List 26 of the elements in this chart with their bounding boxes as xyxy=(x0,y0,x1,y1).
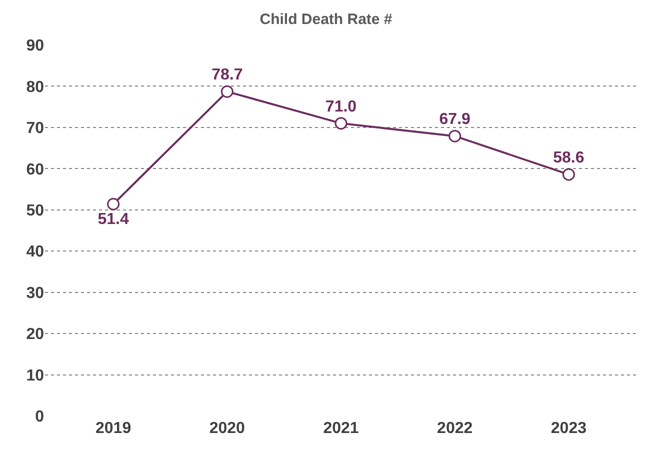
x-tick-label: 2022 xyxy=(437,420,473,437)
y-tick-label: 30 xyxy=(26,284,44,302)
point xyxy=(562,168,575,181)
y-tick-label: 20 xyxy=(26,326,44,344)
point xyxy=(220,85,234,98)
point xyxy=(107,198,120,210)
chart-title: Child Death Rate # xyxy=(260,11,393,28)
x-tick-label: 2020 xyxy=(209,420,246,437)
y-tick-label: 60 xyxy=(26,161,44,178)
point xyxy=(448,130,462,142)
point xyxy=(334,117,348,130)
data-label: 58.6 xyxy=(553,150,584,167)
x-tick-label: 2023 xyxy=(550,420,587,437)
y-tick-label: 70 xyxy=(26,120,44,138)
x-tick-label: 2019 xyxy=(96,420,132,437)
y-tick-label: 40 xyxy=(26,244,44,261)
y-tick-label: 80 xyxy=(26,78,44,96)
data-label: 78.7 xyxy=(212,66,243,84)
x-tick-label: 2021 xyxy=(323,420,359,437)
y-tick-label: 0 xyxy=(35,408,44,426)
data-label: 71.0 xyxy=(325,98,357,116)
data-label: 67.9 xyxy=(439,111,471,128)
y-tick-label: 10 xyxy=(26,367,44,384)
y-tick-label: 90 xyxy=(26,38,44,55)
y-tick-label: 50 xyxy=(26,202,44,220)
data-label: 51.4 xyxy=(98,210,129,228)
